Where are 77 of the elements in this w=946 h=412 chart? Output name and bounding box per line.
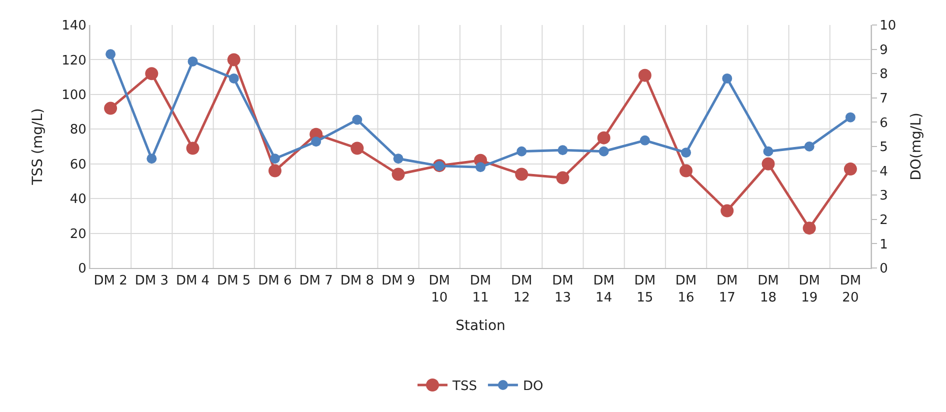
point	[680, 164, 693, 178]
x-tick-label: DM 12	[510, 274, 532, 306]
point	[188, 56, 198, 66]
point	[268, 164, 282, 178]
y2-tick-label: 10	[880, 18, 896, 34]
x-tick-label: DM 15	[634, 274, 656, 306]
x-tick-label: DM 20	[840, 274, 862, 306]
point	[802, 222, 816, 235]
x-tick-label: DM 17	[716, 274, 738, 306]
y2-tick-label: 3	[880, 188, 888, 204]
point	[227, 53, 240, 66]
y2-tick-label: 8	[880, 67, 888, 82]
point	[393, 154, 404, 164]
point	[516, 146, 527, 156]
x-tick-label: DM 10	[428, 274, 450, 306]
y2-tick-label: 1	[880, 237, 888, 252]
y2-tick-label: 6	[880, 116, 888, 131]
point	[638, 68, 652, 82]
point	[106, 49, 116, 60]
x-tick-label: DM 9	[381, 274, 416, 289]
x-tick-label: DM 4	[176, 274, 210, 289]
y2-tick-label: 7	[880, 91, 888, 106]
legend-label: DO	[522, 379, 544, 394]
point	[763, 146, 774, 156]
point	[558, 145, 568, 156]
point	[186, 142, 200, 155]
x-tick-label: DM 18	[758, 274, 779, 306]
y2-tick-label: 2	[880, 212, 888, 228]
y-tick-label: 40	[70, 192, 86, 208]
y2-tick-label: 5	[880, 140, 888, 156]
point	[350, 142, 364, 155]
y-axis-title: TSS (mg/L)	[30, 108, 46, 186]
x-tick-label: DM 6	[258, 274, 292, 289]
point	[228, 73, 239, 84]
point	[844, 162, 857, 176]
point	[270, 154, 280, 164]
point	[804, 142, 814, 152]
x-tick-label: DM 3	[134, 274, 168, 289]
x-axis-title: Station	[456, 318, 506, 334]
point	[476, 162, 486, 172]
point	[556, 171, 570, 184]
point	[597, 131, 610, 144]
y-tick-label: 100	[62, 88, 86, 103]
x-tick-label: DM 8	[340, 274, 374, 289]
legend-label: TSS	[452, 379, 477, 394]
point	[720, 204, 734, 218]
point	[146, 154, 157, 164]
x-tick-label: DM 5	[217, 274, 251, 289]
x-tick-label: DM 11	[470, 274, 492, 306]
y2-axis-title: DO(mg/L)	[908, 112, 924, 180]
y-tick-label: 0	[78, 262, 86, 277]
y2-tick-label: 4	[880, 164, 888, 180]
x-tick-label: DM 19	[798, 274, 820, 306]
y2-tick-label: 9	[880, 42, 888, 58]
point	[311, 136, 322, 147]
point	[640, 135, 650, 146]
y-tick-label: 120	[62, 53, 86, 68]
point	[722, 73, 732, 84]
y-tick-label: 80	[70, 122, 86, 138]
x-tick-label: DM 7	[299, 274, 333, 289]
point	[145, 67, 158, 80]
x-tick-label: DM 2	[94, 274, 128, 289]
y-tick-label: 20	[70, 226, 86, 242]
point	[352, 114, 362, 125]
x-tick-label: DM 14	[593, 274, 614, 306]
point	[104, 102, 118, 115]
point	[598, 146, 609, 156]
x-tick-label: DM 13	[552, 274, 574, 306]
x-tick-label: DM 16	[675, 274, 697, 306]
point	[762, 157, 775, 170]
point	[845, 112, 856, 122]
y-tick-label: 140	[62, 18, 86, 34]
point	[681, 148, 692, 158]
point	[515, 168, 528, 181]
point	[392, 168, 405, 181]
y-tick-label: 60	[70, 157, 86, 172]
y2-tick-label: 0	[880, 262, 888, 277]
